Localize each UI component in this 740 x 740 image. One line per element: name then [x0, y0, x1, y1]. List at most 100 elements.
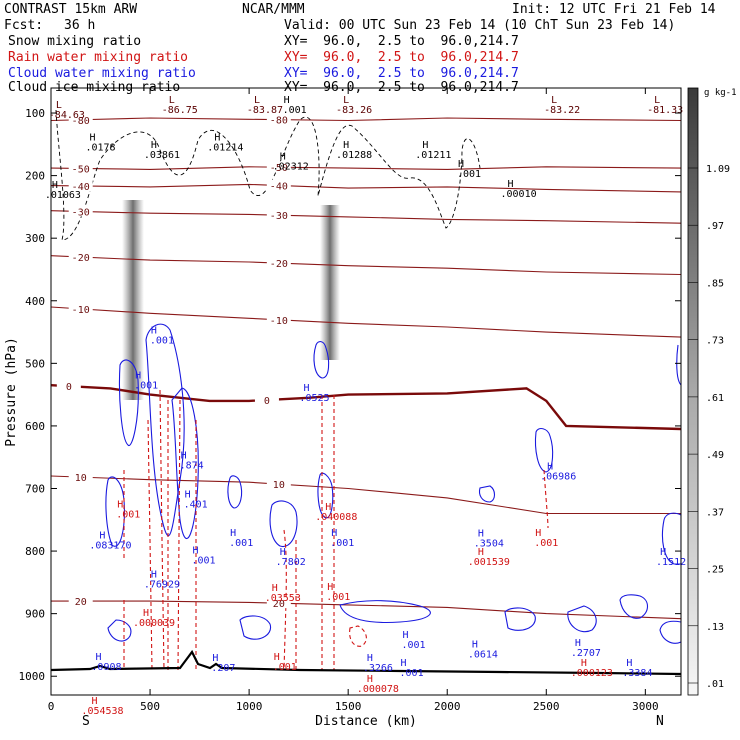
extremum-marker: H — [367, 674, 373, 685]
colorbar-label: .49 — [706, 450, 724, 461]
x-tick-label: 3000 — [632, 700, 659, 713]
x-tick-label: 1500 — [335, 700, 362, 713]
y-tick-label: 300 — [25, 232, 45, 245]
x-tick-label: 2000 — [434, 700, 461, 713]
extremum-marker: L — [343, 95, 349, 106]
init-time: Init: 12 UTC Fri 21 Feb 14 — [512, 2, 716, 17]
extremum-marker: H — [280, 151, 286, 162]
extremum-marker: H — [117, 499, 123, 510]
isotherm-line — [51, 306, 681, 338]
extremum-value: .03553 — [265, 593, 301, 604]
cloud-water-contour — [313, 341, 330, 379]
isotherm-line — [51, 183, 681, 193]
contour-labels: -80 -80 -50 -50 -40 -40 -30 -30 -20 -20 -10 -10 0 0 10… — [45, 95, 686, 717]
rain-water-contour — [177, 399, 181, 671]
isotherm-label: 10 — [273, 480, 285, 491]
snow-column-shade — [320, 205, 340, 360]
extremum-marker: H — [230, 528, 236, 539]
extremum-marker: H — [660, 547, 666, 558]
isotherm-label: -20 — [72, 253, 90, 264]
extremum-value: .001 — [150, 335, 174, 346]
y-tick-label: 700 — [25, 482, 45, 495]
north-end-label: N — [656, 714, 664, 729]
colorbar-labels: 1.09 .97 .85 .73 .61 .49 .37 .25 .13 .01 — [688, 164, 730, 690]
isotherm-label-bg — [266, 179, 291, 191]
isotherm-label: -50 — [72, 164, 90, 175]
extremum-marker: L — [254, 95, 260, 106]
x-tick-label: 0 — [48, 700, 55, 713]
isotherm-label-bg — [266, 161, 291, 173]
extremum-value: -83.87 — [247, 105, 283, 116]
model-title: CONTRAST 15km ARW — [4, 2, 138, 17]
extremum-value: .001539 — [468, 557, 510, 568]
extremum-value: -83.26 — [336, 105, 372, 116]
fcst-label: Fcst: — [4, 18, 44, 33]
y-axis-label: Pressure (hPa) — [4, 337, 19, 447]
colorbar — [687, 87, 699, 696]
isotherm-label-bg — [68, 179, 93, 191]
extremum-marker: H — [422, 140, 428, 151]
extremum-marker: H — [575, 638, 581, 649]
isotherm-label-bg — [68, 595, 93, 607]
extremum-marker: H — [535, 528, 541, 539]
isotherm-label: -10 — [72, 305, 90, 316]
colorbar-label: .85 — [706, 278, 724, 289]
extremum-marker: H — [135, 370, 141, 381]
isotherm-label-bg — [266, 478, 291, 490]
isotherm-label: 10 — [75, 473, 87, 484]
rain-water-contour — [321, 395, 335, 670]
extremum-value: .000039 — [133, 618, 175, 629]
isotherm-label-bg — [266, 313, 291, 325]
cloud-water-contour — [534, 427, 554, 473]
cloud-water-contour — [269, 500, 298, 547]
extremum-marker: H — [274, 652, 280, 663]
temperature-contours — [51, 117, 681, 620]
extremum-value: .001 — [273, 662, 297, 673]
isotherm-label: -40 — [270, 181, 288, 192]
extremum-marker: H — [151, 569, 157, 580]
field-name-snow: Snow mixing ratio — [8, 34, 142, 49]
extremum-value: .874 — [180, 460, 204, 471]
extremum-value: .76929 — [144, 579, 180, 590]
extremum-marker: H — [90, 133, 96, 144]
extremum-marker: H — [472, 639, 478, 650]
colorbar-label: .25 — [706, 565, 724, 576]
extremum-value: .0614 — [468, 649, 498, 660]
y-tick-label: 1000 — [19, 670, 46, 683]
extremum-marker: H — [95, 652, 101, 663]
extremum-value: .001 — [457, 169, 481, 180]
extremum-marker: H — [143, 608, 149, 619]
extremum-value: .001 — [326, 592, 350, 603]
cloud-water-contour — [504, 607, 536, 631]
extremum-marker: L — [654, 95, 660, 106]
extremum-marker: H — [325, 502, 331, 513]
cloud-water-contour — [317, 472, 334, 519]
extremum-value: .001 — [400, 668, 424, 679]
extremum-value: .06986 — [540, 472, 576, 483]
rain-water-contour — [147, 419, 153, 671]
fcst-value: 36 h — [64, 18, 96, 33]
cloud-water-contour — [619, 594, 649, 619]
extremum-marker: H — [478, 529, 484, 540]
isotherm-label-bg — [68, 251, 93, 263]
extremum-value: .01288 — [336, 150, 372, 161]
extremum-marker: H — [327, 582, 333, 593]
extremum-marker: H — [343, 140, 349, 151]
isotherm-label: 20 — [273, 599, 285, 610]
field-xy-snow: XY= 96.0, 2.5 to 96.0,214.7 — [284, 34, 519, 49]
extremum-marker: H — [478, 547, 484, 558]
extremum-marker: H — [581, 658, 587, 669]
isotherm-label-bg — [56, 380, 81, 392]
mixing-ratio-contours — [55, 109, 681, 671]
isotherm-label-bg — [68, 471, 93, 483]
extremum-marker: H — [193, 546, 199, 557]
extremum-value: .2707 — [571, 648, 601, 659]
cloud-water-contour — [567, 605, 597, 633]
extremum-marker: H — [214, 133, 220, 144]
isotherm-label-bg — [254, 393, 279, 405]
x-axis-label: Distance (km) — [315, 714, 417, 729]
extremum-value: .054538 — [81, 706, 123, 717]
isotherm-label: 20 — [75, 597, 87, 608]
isotherm-label-bg — [266, 209, 291, 221]
